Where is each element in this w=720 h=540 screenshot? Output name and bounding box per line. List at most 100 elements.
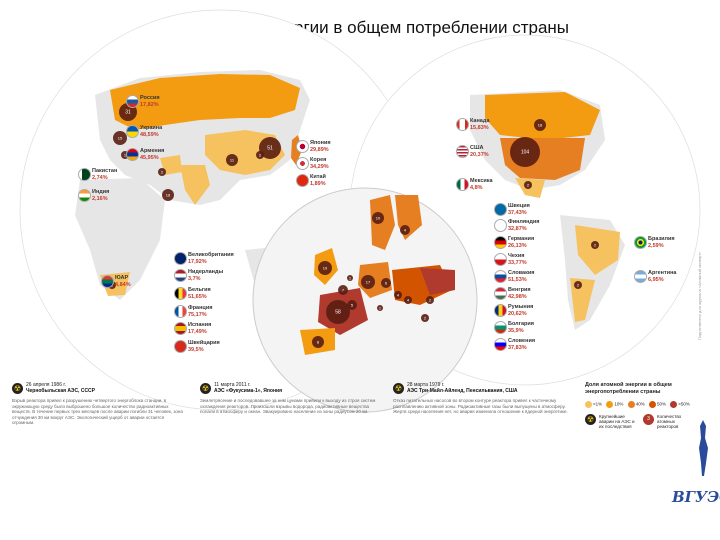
country-name: Япония <box>310 140 331 146</box>
flag-argentina-icon <box>634 270 647 283</box>
country-label: Венгрия 42,98% <box>508 287 531 300</box>
country-name: Финляндия <box>508 219 540 225</box>
country-label: Чехия 33,77% <box>508 253 527 266</box>
reactor-count-icon: 3 <box>643 414 654 425</box>
legend-accident-label: Крупнейшие аварии на АЭС и их последстви… <box>599 414 635 429</box>
region-ukraine-zoom <box>420 268 455 295</box>
country-share: 32,87% <box>508 225 527 232</box>
country-share: 4,84% <box>115 281 131 288</box>
accident-name: АЭС Три-Майл-Айленд, Пенсильвания, США <box>407 387 518 394</box>
country-name: Нидерланды <box>188 269 224 275</box>
accident-text: Отказ питательных насосов во втором конт… <box>393 398 568 414</box>
country-name: Бельгия <box>188 287 211 293</box>
country-name: Великобритания <box>188 252 234 258</box>
legend-bins: <1% 10% 40% 50% >50% <box>585 401 695 408</box>
reactor-count-label: 18 <box>166 193 171 198</box>
flag-armenia-icon <box>126 148 139 161</box>
country-share: 37,43% <box>508 209 527 216</box>
reactor-count-label: 58 <box>335 310 341 316</box>
flag-romania-icon <box>494 304 507 317</box>
reactor-count-marker <box>377 305 383 311</box>
flag-slovakia-icon <box>494 270 507 283</box>
accident-text: Взрыв реактора привел к разрушению четве… <box>12 398 183 425</box>
legend: Доля атомной энергии в общем энергопотре… <box>585 382 695 436</box>
country-name: Чехия <box>508 253 525 259</box>
reactor-count-label: 51 <box>267 146 273 152</box>
radiation-icon: ☢ <box>393 383 404 394</box>
flag-south-africa-icon <box>101 275 114 288</box>
reactor-count-label: 1 <box>124 153 127 158</box>
country-share: 35,9% <box>508 327 524 334</box>
reactor-count-marker <box>347 300 357 310</box>
reactor-count-marker <box>113 131 127 145</box>
flag-china-icon <box>296 174 309 187</box>
reactor-count-label: 4 <box>397 293 400 298</box>
country-label: Словакия 51,53% <box>508 270 534 283</box>
legend-bin-label: >50% <box>678 401 690 407</box>
country-name: Мексика <box>470 178 493 184</box>
country-label: Германия 26,13% <box>508 236 534 249</box>
reactor-count-marker <box>426 296 434 304</box>
country-name: Аргентина <box>648 270 677 276</box>
country-label: Мексика 4,8% <box>470 178 493 191</box>
radiation-icon: ☢ <box>200 383 211 394</box>
country-label: США 20,37% <box>470 145 489 158</box>
reactor-count-label: 8 <box>317 340 320 345</box>
reactor-count-marker <box>347 275 353 281</box>
accident-fukushima: ☢ 11 марта 2011 г. АЭС «Фукусима-1», Япо… <box>200 382 380 415</box>
reactor-count-marker <box>400 225 410 235</box>
flag-belgium-icon <box>174 287 187 300</box>
region-india <box>180 165 210 205</box>
flag-india-icon <box>78 189 91 202</box>
reactor-count-marker <box>226 154 238 166</box>
flag-netherlands-icon <box>174 269 187 282</box>
country-name: Армения <box>140 148 165 154</box>
country-name: Испания <box>188 322 212 328</box>
country-label: Пакистан 2,74% <box>92 168 117 181</box>
accident-name: Чернобыльская АЭС, СССР <box>26 387 96 394</box>
country-share: 3,7% <box>188 275 201 282</box>
flag-sweden-icon <box>494 203 507 216</box>
country-share: 6,95% <box>648 276 664 283</box>
legend-bin-label: <1% <box>593 401 603 407</box>
country-label: Бельгия 51,65% <box>188 287 211 300</box>
accident-date: 11 марта 2011 г. <box>214 382 251 388</box>
reactor-count-marker <box>510 137 540 167</box>
flag-brazil-icon <box>634 236 647 249</box>
country-name: Корея <box>310 157 327 163</box>
country-label: Корея 34,29% <box>310 157 329 170</box>
country-name: Пакистан <box>92 168 118 174</box>
flag-ukraine-icon <box>126 125 139 138</box>
country-name: Канада <box>470 118 490 124</box>
country-share: 2,74% <box>92 174 108 181</box>
region-germany <box>358 262 392 298</box>
country-label: Украина 48,59% <box>140 125 162 138</box>
country-label: Великобритания 17,92% <box>188 252 234 265</box>
legend-bin-label: 50% <box>656 401 666 407</box>
reactor-count-label: 2 <box>424 316 427 321</box>
legend-bin-label: 40% <box>635 401 645 407</box>
country-share: 42,98% <box>508 293 527 300</box>
flag-uk-icon <box>174 252 187 265</box>
reactor-count-marker <box>394 291 402 299</box>
flag-france-icon <box>174 305 187 318</box>
accident-date: 28 марта 1979 г. <box>407 382 445 388</box>
legend-swatch <box>627 401 635 408</box>
flag-slovenia-icon <box>494 338 507 351</box>
accident-three-mile-island: ☢ 28 марта 1979 г. АЭС Три-Майл-Айленд, … <box>393 382 573 415</box>
reactor-count-label: 4 <box>407 298 410 303</box>
flag-korea-icon <box>296 157 309 170</box>
flag-mexico-icon <box>456 178 469 191</box>
country-label: Россия 17,82% <box>140 95 160 108</box>
flag-bulgaria-icon <box>494 321 507 334</box>
reactor-count-label: 19 <box>323 266 328 271</box>
reactor-count-label: 17 <box>366 280 371 285</box>
country-share: 34,29% <box>310 163 329 170</box>
region-sweden <box>370 195 395 250</box>
reactor-count-marker <box>361 275 375 289</box>
reactor-count-marker <box>312 336 324 348</box>
reactor-count-marker <box>326 300 350 324</box>
flag-japan-icon <box>296 140 309 153</box>
credit-line: Подготовлено для журнала «Атомный экспер… <box>697 251 702 340</box>
